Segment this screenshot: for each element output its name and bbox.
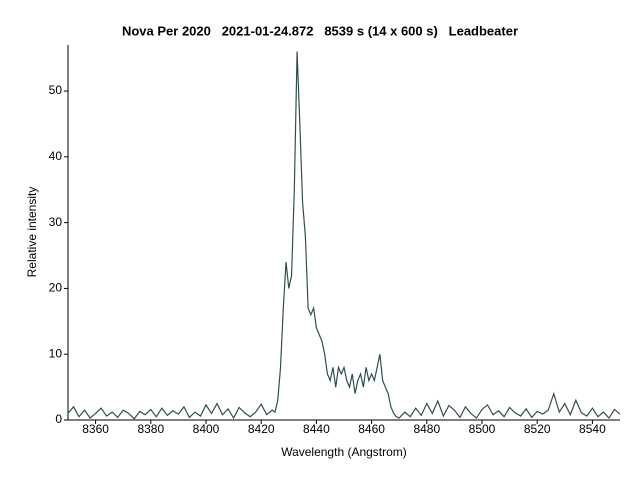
y-tick-label: 0 bbox=[55, 412, 62, 426]
x-tick-label: 8360 bbox=[82, 422, 109, 436]
x-tick-label: 8420 bbox=[248, 422, 275, 436]
x-tick-label: 8460 bbox=[358, 422, 385, 436]
x-tick-label: 8480 bbox=[413, 422, 440, 436]
y-axis-label: Relative intensity bbox=[25, 187, 39, 278]
x-tick-label: 8440 bbox=[303, 422, 330, 436]
x-tick-label: 8380 bbox=[137, 422, 164, 436]
chart-title: Nova Per 2020 2021-01-24.872 8539 s (14 … bbox=[122, 23, 518, 38]
spectrum-line bbox=[67, 51, 621, 420]
y-tick-label: 50 bbox=[49, 83, 63, 97]
x-tick-label: 8520 bbox=[524, 422, 551, 436]
x-axis-label: Wavelength (Angstrom) bbox=[281, 445, 407, 459]
y-tick-label: 30 bbox=[49, 215, 63, 229]
x-tick-label: 8400 bbox=[193, 422, 220, 436]
y-tick-label: 10 bbox=[49, 346, 63, 360]
x-tick-label: 8500 bbox=[469, 422, 496, 436]
y-tick-label: 20 bbox=[49, 281, 63, 295]
x-tick-label: 8540 bbox=[579, 422, 606, 436]
y-tick-label: 40 bbox=[49, 149, 63, 163]
